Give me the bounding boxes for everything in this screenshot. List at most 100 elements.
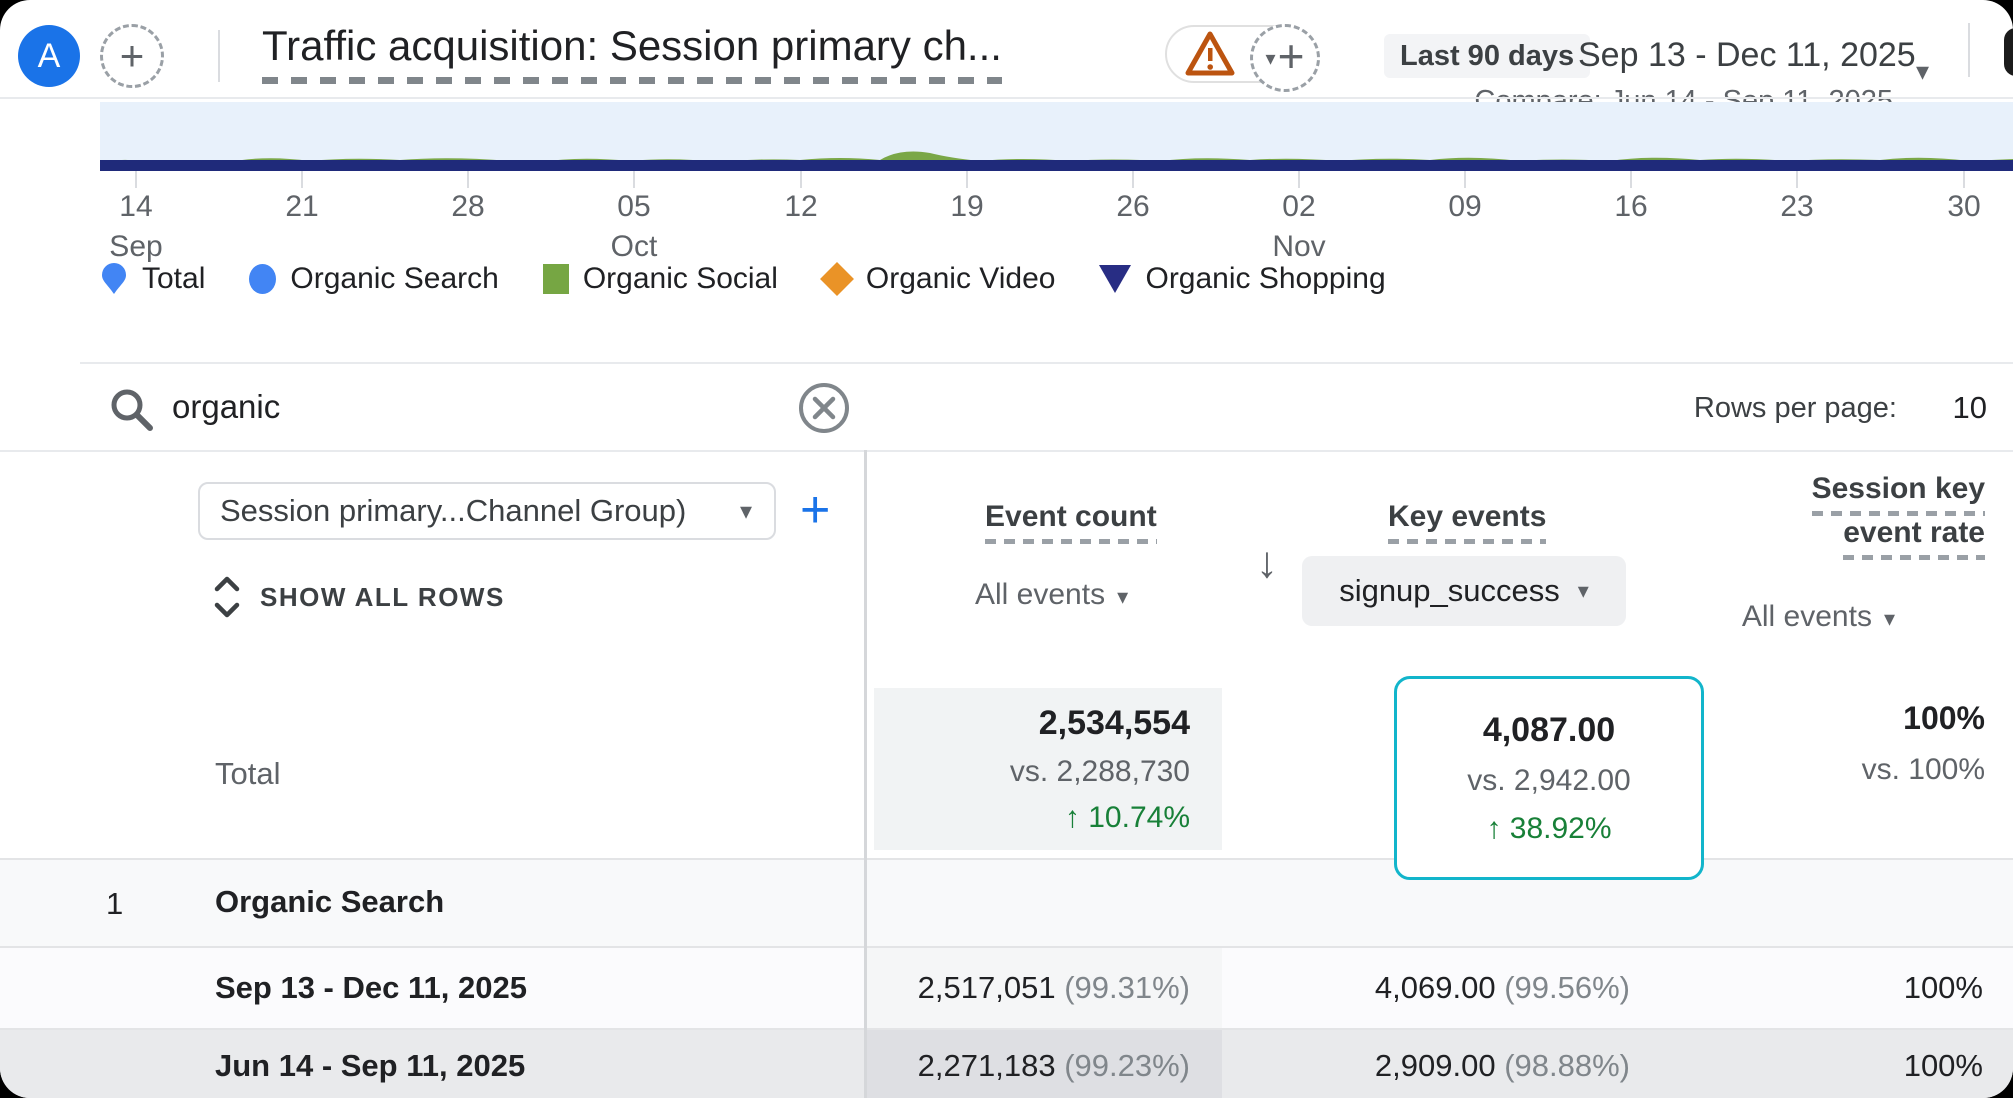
content-divider: [0, 97, 2013, 99]
legend-item-organic-video[interactable]: Organic Video: [819, 262, 1055, 296]
chart-legend: Total Organic Search Organic Social Orga…: [100, 262, 1386, 296]
table-row-organic-search[interactable]: 1 Organic Search: [0, 860, 2013, 946]
chevron-down-icon: ▾: [1883, 606, 1895, 631]
session-rate-value: 100%: [1903, 970, 1983, 1005]
column-header-line: Session key: [1811, 472, 1985, 516]
x-axis-tick-label: 12: [784, 190, 818, 223]
column-header-session-key-event-rate[interactable]: Session key event rate: [1811, 472, 1985, 560]
show-all-rows-label: SHOW ALL ROWS: [260, 581, 505, 612]
column-header-key-events[interactable]: Key events: [1388, 500, 1547, 544]
legend-item-organic-shopping[interactable]: Organic Shopping: [1099, 262, 1386, 296]
chart-area-fill: [100, 102, 2013, 165]
filter-value: All events: [1741, 600, 1872, 633]
total-series-line: [100, 160, 2013, 171]
row-divider: [0, 858, 2013, 860]
total-key-events-cell-highlighted[interactable]: 4,087.00 vs. 2,942.00 ↑ 38.92%: [1394, 676, 1704, 880]
avatar-letter: A: [37, 36, 61, 75]
legend-item-organic-search[interactable]: Organic Search: [249, 262, 499, 296]
x-axis-tick-label: 02 Nov: [1272, 190, 1326, 263]
chevron-down-icon: ▾: [739, 497, 752, 525]
row-index: 1: [106, 886, 124, 921]
total-event-count-change: ↑ 10.74%: [1064, 800, 1190, 834]
search-input[interactable]: organic: [172, 388, 281, 425]
total-marker-icon: [102, 263, 126, 294]
x-axis-tick-label: 16: [1614, 190, 1648, 223]
header-divider: [1968, 23, 1970, 77]
report-title[interactable]: Traffic acquisition: Session primary ch.…: [262, 22, 1002, 84]
table-top-divider: [0, 450, 2013, 452]
total-key-events-vs: vs. 2,942.00: [1467, 763, 1631, 797]
filter-value: All events: [975, 578, 1106, 611]
plus-icon: +: [1277, 30, 1305, 82]
x-axis-tick-label: 21: [285, 190, 319, 223]
legend-label: Total: [142, 262, 206, 295]
x-axis-tick-label: 26: [1116, 190, 1150, 223]
x-axis-tick-label: 05 Oct: [610, 190, 658, 263]
event-count-value: 2,271,183 (99.23%): [917, 1048, 1190, 1083]
legend-label: Organic Shopping: [1145, 262, 1386, 295]
x-axis-ticks: [135, 171, 1965, 188]
total-key-events-change: ↑ 38.92%: [1486, 811, 1612, 845]
warning-icon: [1185, 31, 1235, 76]
add-dimension-button[interactable]: +: [800, 481, 831, 539]
square-marker-icon: [542, 264, 569, 294]
table-column-divider: [864, 450, 867, 1098]
total-row-label: Total: [215, 756, 281, 791]
key-events-value: 2,909.00 (98.88%): [1374, 1048, 1630, 1083]
avatar[interactable]: A: [18, 25, 80, 87]
event-count-cell-shading: [865, 948, 1222, 1028]
legend-item-organic-social[interactable]: Organic Social: [542, 262, 778, 296]
total-key-events: 4,087.00: [1482, 710, 1616, 749]
chevron-down-icon: ▾: [1117, 584, 1129, 609]
date-preset-chip[interactable]: Last 90 days: [1384, 34, 1591, 78]
clear-search-icon[interactable]: [796, 380, 852, 436]
legend-label: Organic Search: [290, 262, 499, 295]
table-row-current-period[interactable]: Sep 13 - Dec 11, 2025 2,517,051 (99.31%)…: [0, 948, 2013, 1028]
header-divider: [218, 30, 220, 82]
diamond-marker-icon: [819, 262, 854, 296]
dimension-selector[interactable]: Session primary...Channel Group) ▾: [198, 482, 776, 540]
key-events-filter[interactable]: signup_success ▾: [1302, 556, 1626, 626]
rows-per-page-select[interactable]: 10: [1952, 390, 1987, 425]
plus-icon: +: [119, 32, 145, 79]
legend-label: Organic Social: [582, 262, 778, 295]
add-report-button[interactable]: +: [100, 24, 164, 88]
row-label: Organic Search: [215, 884, 445, 919]
sort-descending-icon[interactable]: ↓: [1256, 538, 1278, 587]
total-event-count: 2,534,554: [1038, 703, 1190, 742]
total-session-rate-vs: vs. 100%: [1861, 753, 1985, 786]
x-axis-tick-label: 09: [1448, 190, 1482, 223]
chevron-down-icon: ▾: [1577, 578, 1589, 603]
add-comparison-button[interactable]: ▾ +: [1250, 24, 1320, 92]
x-axis-tick-label: 23: [1780, 190, 1814, 223]
session-rate-filter[interactable]: All events ▾: [1742, 600, 1895, 634]
expand-rows-icon: [214, 576, 240, 618]
section-divider: [80, 362, 2013, 364]
row-divider: [0, 946, 2013, 948]
total-event-count-vs: vs. 2,288,730: [1009, 754, 1190, 788]
total-session-rate: 100%: [1903, 700, 1985, 736]
circle-marker-icon: [249, 264, 277, 294]
date-preset-label: Last 90 days: [1400, 39, 1575, 72]
column-header-line: event rate: [1843, 516, 1985, 560]
event-count-value: 2,517,051 (99.31%): [917, 970, 1190, 1005]
x-axis-tick-label: 19: [950, 190, 984, 223]
column-header-event-count[interactable]: Event count: [985, 500, 1157, 544]
traffic-area-chart[interactable]: [100, 102, 2013, 190]
date-range[interactable]: Sep 13 - Dec 11, 2025: [1578, 36, 1916, 74]
show-all-rows-button[interactable]: SHOW ALL ROWS: [212, 575, 505, 619]
side-panel-button[interactable]: [2004, 28, 2013, 76]
event-count-cell-shading: [865, 1030, 1222, 1098]
key-events-value: 4,069.00 (99.56%): [1374, 970, 1630, 1005]
legend-item-total[interactable]: Total: [100, 262, 205, 296]
table-row-comparison-period[interactable]: Jun 14 - Sep 11, 2025 2,271,183 (99.23%)…: [0, 1030, 2013, 1098]
session-rate-value: 100%: [1903, 1048, 1983, 1083]
filter-value: signup_success: [1339, 573, 1560, 608]
chevron-down-icon: ▾: [1265, 47, 1276, 70]
search-icon: [111, 389, 153, 431]
rows-per-page-label: Rows per page:: [1693, 392, 1897, 424]
x-axis-tick-label: 28: [451, 190, 485, 223]
date-range-dropdown-icon[interactable]: ▾: [1916, 56, 1930, 86]
event-count-filter[interactable]: All events ▾: [975, 578, 1128, 612]
